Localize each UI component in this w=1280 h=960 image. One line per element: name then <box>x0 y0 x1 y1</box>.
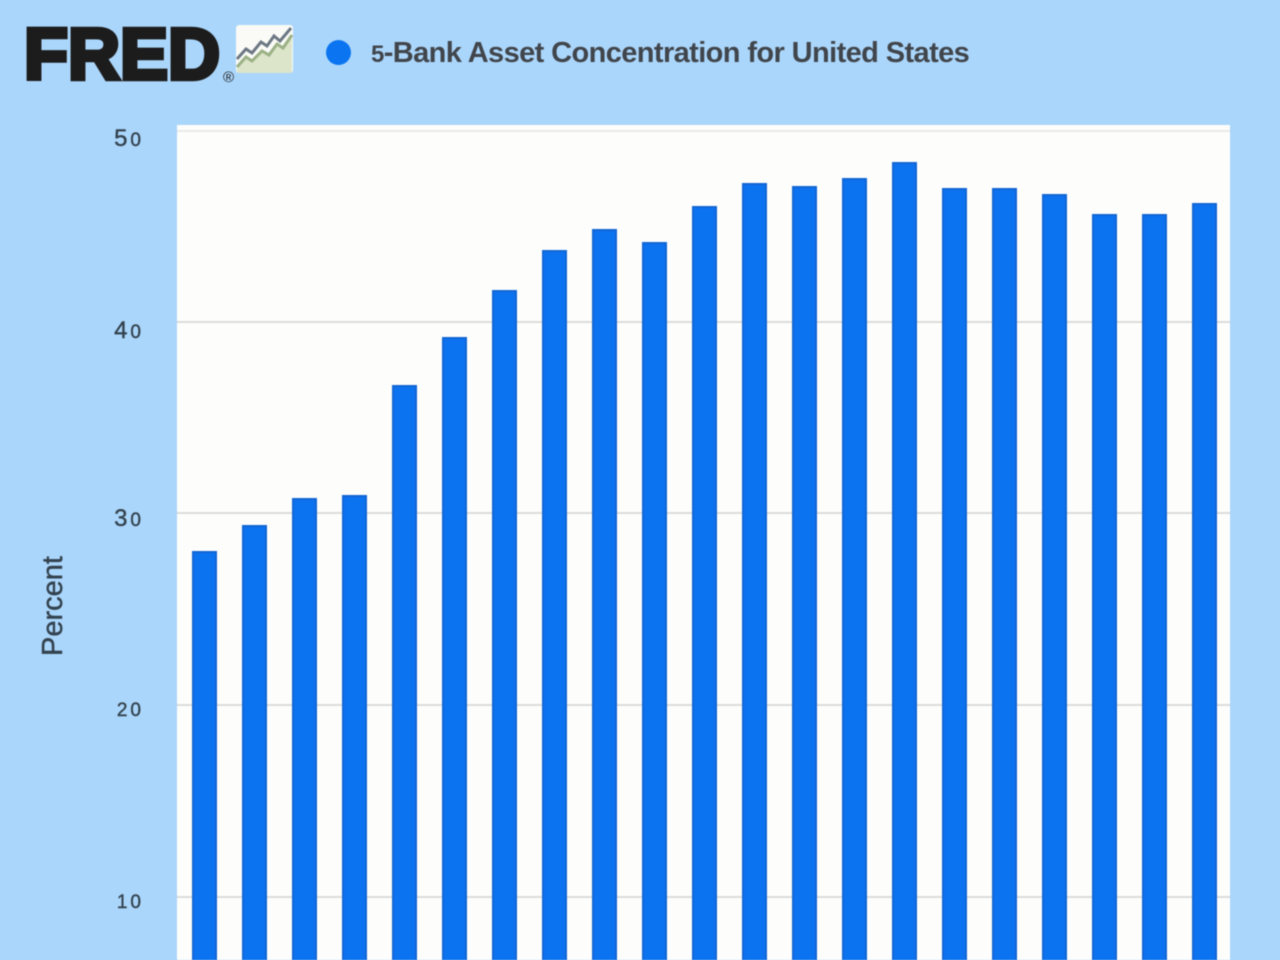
svg-text:®: ® <box>223 69 234 86</box>
svg-text:FRED: FRED <box>24 22 220 88</box>
